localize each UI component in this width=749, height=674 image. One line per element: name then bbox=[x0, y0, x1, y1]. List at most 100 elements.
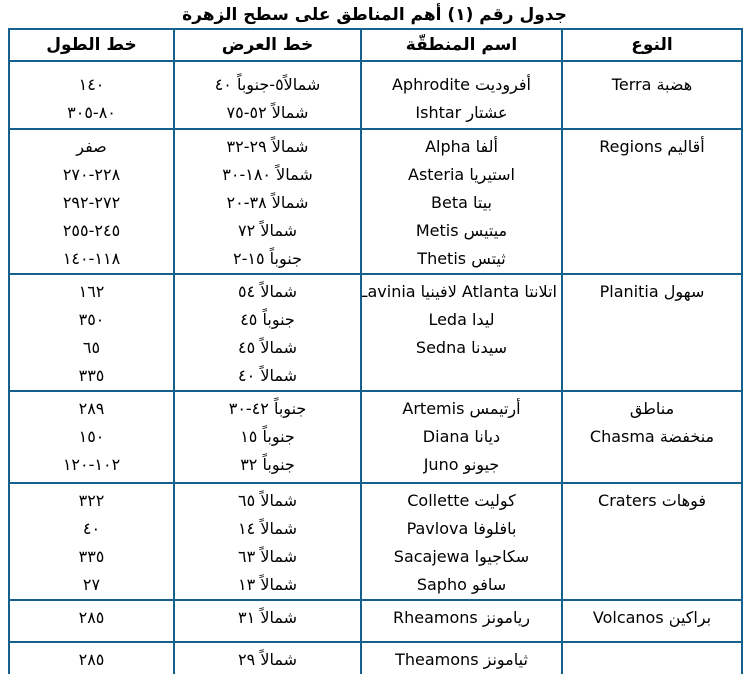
region-name: جيونو Juno bbox=[423, 455, 500, 474]
latitude-value: ٤٠‎ جنوباً‎-‎٥‎شمالاً bbox=[214, 75, 321, 94]
latitude-value: ١٥‎ جنوباً bbox=[240, 427, 295, 446]
type-label: فوهات Craters bbox=[598, 491, 706, 510]
region-name-cell: اتلانتا Atlanta لافينيا Lavinia ليدا Led… bbox=[360, 273, 563, 392]
type-label: أقاليم Regions bbox=[599, 137, 705, 156]
table-row: ٣٢٢ ٤٠ ٣٣٥ ٢٧ ٦٥‎ شمالاً ١٤‎ شمالاً ٦٣‎ … bbox=[8, 482, 743, 601]
region-name: بيتا Beta bbox=[431, 193, 492, 212]
latitude-cell: ٣٠‎-‎٤٢‎ جنوباً ١٥‎ جنوباً ٣٢‎ جنوباً bbox=[173, 390, 362, 484]
region-name-cell: ثيامونز Theamons bbox=[360, 641, 563, 674]
longitude-value: ٦٥ bbox=[82, 338, 101, 357]
latitude-value: ٢‎-‎١٥‎ جنوباً bbox=[233, 249, 302, 268]
latitude-value: ٧٥‎-‎٥٢‎ شمالاً bbox=[226, 103, 309, 122]
latitude-cell: ٣١‎ شمالاً bbox=[173, 599, 362, 643]
type-cell: سهول Planitia bbox=[561, 273, 743, 392]
type-cell: براكين Volcanos bbox=[561, 599, 743, 643]
region-name: أفروديت Aphrodite bbox=[391, 75, 531, 94]
table-row: ١٤٠ ٣٠٥‎-‎٨٠ ٤٠‎ جنوباً‎-‎٥‎شمالاً ٧٥‎-‎… bbox=[8, 60, 743, 130]
longitude-cell: ٢٨٥ bbox=[8, 641, 175, 674]
longitude-cell: صفر ٢٧٠‎-‎٢٢٨ ٢٩٢‎-‎٢٧٢ ٢٥٥‎-‎٢٤٥ ١٤٠‎-‎… bbox=[8, 128, 175, 275]
longitude-value: ٣٣٥ bbox=[78, 366, 105, 385]
longitude-value: ١٥٠ bbox=[78, 427, 105, 446]
region-name: عشتار Ishtar bbox=[415, 103, 508, 122]
longitude-value: ٢٨٥ bbox=[78, 608, 105, 627]
longitude-value: ١٦٢ bbox=[78, 282, 105, 301]
region-name: ليدا Leda bbox=[428, 310, 495, 329]
type-cell: فوهات Craters bbox=[561, 482, 743, 601]
type-label: براكين Volcanos bbox=[592, 608, 712, 627]
region-name-cell: ريامونز Rheamons bbox=[360, 599, 563, 643]
latitude-cell: ٢٩‎ شمالاً bbox=[173, 641, 362, 674]
longitude-value: ٢٧ bbox=[82, 575, 101, 594]
longitude-value: ٣٥٠ bbox=[78, 310, 105, 329]
longitude-value: ٣٠٥‎-‎٨٠ bbox=[67, 103, 116, 122]
latitude-value: ٥٤‎ شمالاً bbox=[238, 282, 297, 301]
latitude-value: ١٣‎ شمالاً bbox=[238, 575, 297, 594]
latitude-value: ٦٣‎ شمالاً bbox=[238, 547, 297, 566]
region-name: ميتيس Metis bbox=[415, 221, 508, 240]
region-name: ريامونز Rheamons bbox=[392, 608, 531, 627]
latitude-value: ١٤‎ شمالاً bbox=[238, 519, 297, 538]
longitude-value: ٣٣٥ bbox=[78, 547, 105, 566]
region-name: ألفا Alpha bbox=[425, 137, 498, 156]
region-name: ثيتس Thetis bbox=[417, 249, 506, 268]
type-label: هضبة Terra bbox=[611, 75, 693, 94]
latitude-cell: ٥٤‎ شمالاً ٤٥‎ جنوباً ٤٥‎ شمالاً ٤٠‎ شما… bbox=[173, 273, 362, 392]
latitude-value: ٦٥‎ شمالاً bbox=[238, 491, 297, 510]
longitude-cell: ٢٨٩ ١٥٠ ١٢٠‎-‎١٠٢ bbox=[8, 390, 175, 484]
longitude-value: ٢٨٩ bbox=[78, 399, 105, 418]
region-name: سيدنا Sedna bbox=[415, 338, 508, 357]
longitude-value: ٢٨٥ bbox=[78, 650, 105, 669]
table-row: ١٦٢ ٣٥٠ ٦٥ ٣٣٥ ٥٤‎ شمالاً ٤٥‎ جنوباً ٤٥‎… bbox=[8, 273, 743, 392]
longitude-value: ١٢٠‎-‎١٠٢ bbox=[62, 455, 121, 474]
latitude-value: ٢٩‎ شمالاً bbox=[238, 650, 297, 669]
region-name: كوليت Collette bbox=[407, 491, 516, 510]
region-name: بافلوفا Pavlova bbox=[406, 519, 517, 538]
type-cell: هضبة Terra bbox=[561, 60, 743, 130]
type-cell: مناطق منخفضة Chasma bbox=[561, 390, 743, 484]
region-name: سافو Sapho bbox=[416, 575, 507, 594]
longitude-value: ٢٥٥‎-‎٢٤٥ bbox=[62, 221, 121, 240]
venus-regions-table: خط الطول خط العرض اسم المنطقّة النوع ١٤٠… bbox=[8, 28, 743, 674]
latitude-value: ٣٢‎ جنوباً bbox=[240, 455, 295, 474]
longitude-cell: ٢٨٥ bbox=[8, 599, 175, 643]
latitude-value: ٢٠‎-‎٣٨‎ شمالاً bbox=[226, 193, 309, 212]
latitude-value: ٣٠‎-‎١٨٠‎ شمالاً bbox=[222, 165, 313, 184]
latitude-cell: ٣٢‎-‎٢٩‎ شمالاً ٣٠‎-‎١٨٠‎ شمالاً ٢٠‎-‎٣٨… bbox=[173, 128, 362, 275]
latitude-value: ٣٢‎-‎٢٩‎ شمالاً bbox=[226, 137, 309, 156]
type-label: سهول Planitia bbox=[599, 282, 705, 301]
latitude-cell: ٤٠‎ جنوباً‎-‎٥‎شمالاً ٧٥‎-‎٥٢‎ شمالاً bbox=[173, 60, 362, 130]
type-label: منخفضة Chasma bbox=[589, 427, 715, 446]
longitude-cell: ١٦٢ ٣٥٠ ٦٥ ٣٣٥ bbox=[8, 273, 175, 392]
longitude-value: ١٤٠‎-‎١١٨ bbox=[62, 249, 121, 268]
region-name: اتلانتا Atlanta لافينيا Lavinia bbox=[361, 282, 557, 301]
latitude-value: ٣١‎ شمالاً bbox=[238, 608, 297, 627]
table-title: جدول رقم (١) أهم المناطق على سطح الزهرة bbox=[182, 5, 567, 25]
region-name: ثيامونز Theamons bbox=[395, 650, 528, 669]
longitude-value: ٤٠ bbox=[82, 519, 101, 538]
region-name: سكاجيوا Sacajewa bbox=[393, 547, 530, 566]
region-name-cell: كوليت Collette بافلوفا Pavlova سكاجيوا S… bbox=[360, 482, 563, 601]
region-name-cell: أرتيمس Artemis ديانا Diana جيونو Juno bbox=[360, 390, 563, 484]
region-name: ديانا Diana bbox=[422, 427, 501, 446]
table-row: ٢٨٩ ١٥٠ ١٢٠‎-‎١٠٢ ٣٠‎-‎٤٢‎ جنوباً ١٥‎ جن… bbox=[8, 390, 743, 484]
header-row: خط الطول خط العرض اسم المنطقّة النوع bbox=[8, 28, 743, 62]
latitude-value: ٤٠‎ شمالاً bbox=[238, 366, 297, 385]
longitude-value: صفر bbox=[76, 137, 107, 156]
table-row: صفر ٢٧٠‎-‎٢٢٨ ٢٩٢‎-‎٢٧٢ ٢٥٥‎-‎٢٤٥ ١٤٠‎-‎… bbox=[8, 128, 743, 275]
longitude-value: ١٤٠ bbox=[78, 75, 105, 94]
latitude-value: ٣٠‎-‎٤٢‎ جنوباً bbox=[228, 399, 307, 418]
longitude-header: خط الطول bbox=[8, 28, 175, 62]
type-cell: أقاليم Regions bbox=[561, 128, 743, 275]
region-name-cell: ألفا Alpha استيريا Asteria بيتا Beta ميت… bbox=[360, 128, 563, 275]
latitude-value: ٤٥‎ جنوباً bbox=[240, 310, 295, 329]
type-cell-empty bbox=[561, 641, 743, 674]
region-name-cell: أفروديت Aphrodite عشتار Ishtar bbox=[360, 60, 563, 130]
longitude-cell: ٣٢٢ ٤٠ ٣٣٥ ٢٧ bbox=[8, 482, 175, 601]
latitude-cell: ٦٥‎ شمالاً ١٤‎ شمالاً ٦٣‎ شمالاً ١٣‎ شما… bbox=[173, 482, 362, 601]
longitude-value: ٢٧٠‎-‎٢٢٨ bbox=[62, 165, 121, 184]
table-row: ٢٨٥ ٣١‎ شمالاً ريامونز Rheamons براكين V… bbox=[8, 599, 743, 643]
longitude-value: ٣٢٢ bbox=[78, 491, 105, 510]
longitude-cell: ١٤٠ ٣٠٥‎-‎٨٠ bbox=[8, 60, 175, 130]
latitude-value: ٤٥‎ شمالاً bbox=[238, 338, 297, 357]
